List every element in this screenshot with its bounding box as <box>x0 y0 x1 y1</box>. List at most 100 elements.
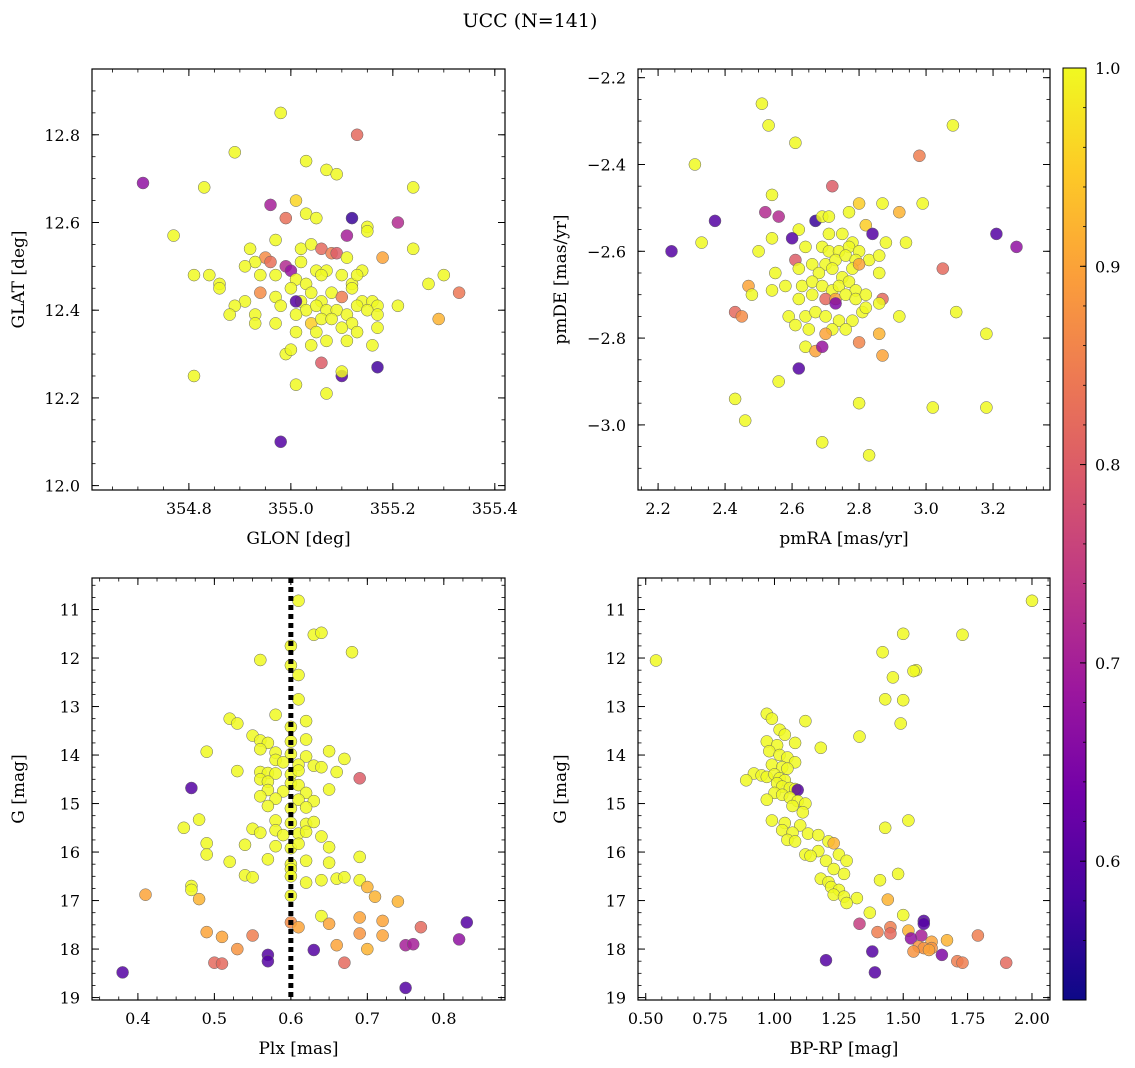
x-tick-label: 355.2 <box>370 499 416 518</box>
plot-frame <box>91 68 506 491</box>
data-point <box>279 211 293 225</box>
data-point <box>350 325 364 339</box>
data-point <box>896 627 910 641</box>
data-point <box>261 799 275 813</box>
data-point <box>322 856 336 869</box>
data-point <box>922 943 936 957</box>
colorbar-gradient <box>1062 67 1087 1001</box>
data-point <box>335 321 349 334</box>
data-point <box>231 764 244 778</box>
data-point <box>788 835 802 848</box>
data-point <box>878 821 892 835</box>
data-point <box>376 251 389 264</box>
y-tick-label: 18 <box>606 940 626 959</box>
data-point <box>859 288 873 301</box>
x-tick-label: 3.2 <box>980 499 1005 518</box>
data-point <box>827 888 840 901</box>
y-tick-label: 15 <box>60 795 80 814</box>
data-point <box>353 850 366 864</box>
data-point <box>792 362 806 375</box>
data-point <box>799 714 812 728</box>
y-tick-label: 17 <box>606 892 626 911</box>
y-axis-label: G [mag] <box>551 754 571 823</box>
data-point <box>299 801 313 814</box>
data-point <box>852 336 866 349</box>
y-tick-label: −2.2 <box>587 69 626 88</box>
data-point <box>765 232 779 245</box>
data-point <box>136 176 150 190</box>
data-point <box>335 268 349 282</box>
data-point <box>223 308 236 321</box>
y-tick-label: 12.0 <box>44 477 80 496</box>
data-point <box>422 277 435 291</box>
data-point <box>361 225 374 238</box>
data-point <box>264 255 277 269</box>
x-tick-label: 0.5 <box>202 1009 227 1028</box>
data-point <box>971 929 985 942</box>
data-point <box>695 236 708 249</box>
data-point <box>812 828 825 842</box>
data-point <box>796 806 810 819</box>
data-point <box>261 954 275 968</box>
data-point <box>338 871 351 884</box>
data-point <box>819 327 832 341</box>
data-point <box>799 240 812 254</box>
data-point <box>842 205 856 219</box>
plot-frame <box>637 68 1051 491</box>
x-tick-label: 1.50 <box>885 1009 921 1028</box>
data-point <box>238 838 252 852</box>
data-point <box>340 334 354 348</box>
data-point <box>765 814 779 827</box>
data-point <box>320 387 333 400</box>
y-tick-label: 19 <box>60 989 80 1008</box>
data-point <box>822 227 836 241</box>
data-point <box>765 284 779 297</box>
x-tick-label: 0.8 <box>431 1009 456 1028</box>
data-point <box>852 258 866 271</box>
data-point <box>185 883 198 897</box>
data-point <box>788 736 802 750</box>
data-point <box>852 396 866 410</box>
x-axis-label: pmRA [mas/yr] <box>779 529 908 549</box>
data-point <box>299 854 313 868</box>
colorbar-tick-label: 0.8 <box>1095 456 1120 475</box>
x-axis-label: GLON [deg] <box>246 529 350 549</box>
data-point <box>832 314 846 327</box>
data-point <box>853 917 866 931</box>
data-point <box>264 198 277 212</box>
data-point <box>872 297 886 310</box>
data-point <box>254 653 267 667</box>
plot-frame <box>637 577 1051 1001</box>
data-point <box>826 179 839 193</box>
data-point <box>708 214 722 228</box>
data-point <box>330 938 343 952</box>
colorbar-tick-label: 1.0 <box>1095 59 1120 78</box>
data-point <box>315 268 328 282</box>
data-point <box>307 815 321 829</box>
data-point <box>391 216 405 229</box>
data-point <box>361 880 374 894</box>
data-point <box>338 752 351 766</box>
data-point <box>177 821 191 835</box>
data-point <box>215 957 229 970</box>
y-tick-label: 12.8 <box>44 126 80 145</box>
scatter-points <box>116 594 474 995</box>
data-point <box>894 717 907 730</box>
data-point <box>315 873 328 887</box>
x-tick-label: 0.75 <box>692 1009 728 1028</box>
figure-title: UCC (N=141) <box>463 10 598 32</box>
data-point <box>759 205 772 219</box>
y-axis-label: G [mag] <box>9 754 29 823</box>
data-point <box>340 229 354 242</box>
data-point <box>399 981 412 995</box>
data-point <box>213 282 226 295</box>
x-tick-label: 1.25 <box>821 1009 857 1028</box>
data-point <box>284 282 298 295</box>
data-point <box>793 819 807 832</box>
data-point <box>765 188 779 202</box>
data-point <box>294 255 308 269</box>
data-point <box>269 767 282 780</box>
data-point <box>926 401 940 414</box>
panel-bprp-g: 0.50 0.75 1.00 1.25 1.50 1.75 2.00 11 12 13 14 15 16… <box>551 577 1051 1059</box>
